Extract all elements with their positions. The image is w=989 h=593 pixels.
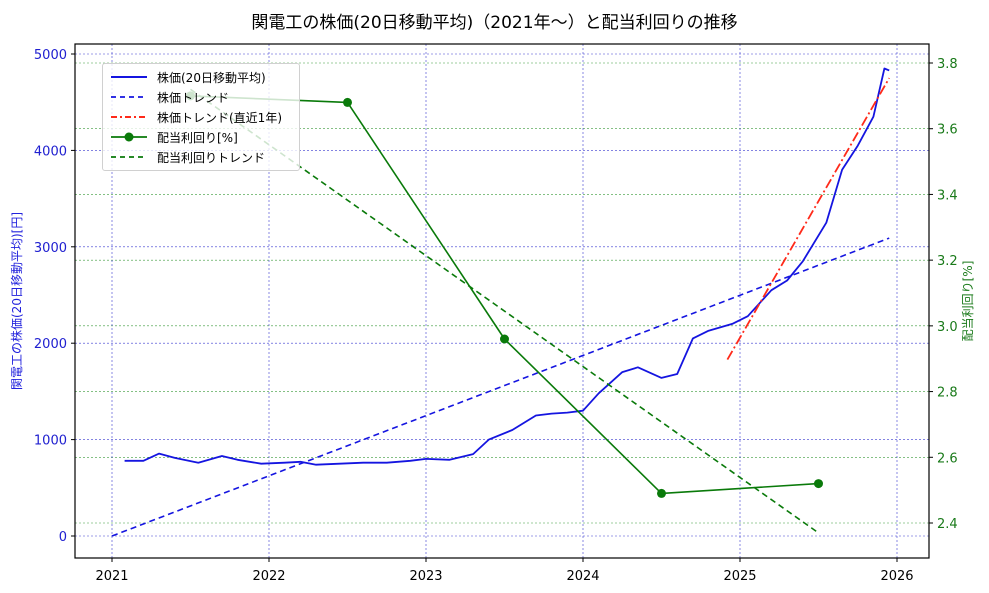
legend-item: 株価トレンド	[103, 87, 229, 107]
left-tick-label: 1000	[34, 434, 67, 449]
price-trend-line	[111, 237, 890, 537]
legend-label: 株価(20日移動平均)	[157, 70, 266, 85]
x-tick-label: 2023	[409, 569, 442, 584]
right-tick-label: 2.8	[937, 386, 958, 401]
right-tick-label: 3.2	[937, 254, 958, 269]
price-trend-recent-line	[726, 77, 890, 361]
right-tick-label: 3.4	[937, 188, 958, 203]
legend-swatch-icon	[111, 76, 147, 78]
dividend-marker	[814, 479, 823, 489]
right-tick-label: 2.6	[937, 451, 958, 466]
x-tick-label: 2026	[880, 569, 913, 584]
legend-swatch-icon	[111, 96, 147, 98]
left-tick-label: 0	[59, 530, 67, 545]
right-axis-label: 配当利回り[%]	[961, 261, 975, 342]
chart-title: 関電工の株価(20日移動平均)（2021年〜）と配当利回りの推移	[251, 13, 738, 33]
legend-label: 株価トレンド	[157, 90, 230, 105]
legend-swatch-icon	[111, 156, 147, 158]
legend: 株価(20日移動平均) 株価トレンド株価トレンド(直近1年) 配当利回り[%] 配当利…	[102, 63, 300, 171]
x-tick-label: 2025	[723, 569, 756, 584]
left-tick-label: 2000	[34, 337, 67, 352]
dividend-marker	[500, 334, 509, 344]
legend-label: 配当利回りトレンド	[157, 150, 266, 165]
legend-swatch-icon	[111, 132, 147, 142]
dividend-marker	[657, 488, 666, 498]
left-tick-label: 4000	[34, 144, 67, 159]
left-tick-label: 3000	[34, 241, 67, 256]
right-tick-label: 2.4	[937, 517, 958, 532]
legend-item: 配当利回り[%]	[103, 127, 238, 147]
legend-item: 株価(20日移動平均)	[103, 67, 266, 87]
legend-swatch-icon	[111, 116, 147, 118]
left-axis-label: 関電工の株価(20日移動平均)[円]	[9, 212, 24, 390]
legend-item: 株価トレンド(直近1年)	[103, 107, 282, 127]
right-tick-label: 3.0	[937, 320, 958, 335]
right-tick-label: 3.6	[937, 123, 958, 138]
legend-label: 株価トレンド(直近1年)	[157, 110, 282, 125]
legend-item: 配当利回りトレンド	[103, 147, 265, 167]
plot-frame	[74, 43, 930, 559]
x-tick-label: 2022	[252, 569, 285, 584]
legend-label: 配当利回り[%]	[157, 130, 238, 145]
dividend-marker	[343, 97, 352, 107]
x-tick-label: 2024	[566, 569, 599, 584]
right-tick-label: 3.8	[937, 57, 958, 72]
left-tick-label: 5000	[34, 48, 67, 63]
x-tick-label: 2021	[95, 569, 128, 584]
price-ma-line	[124, 67, 890, 466]
dividend-trend-line	[190, 88, 819, 534]
